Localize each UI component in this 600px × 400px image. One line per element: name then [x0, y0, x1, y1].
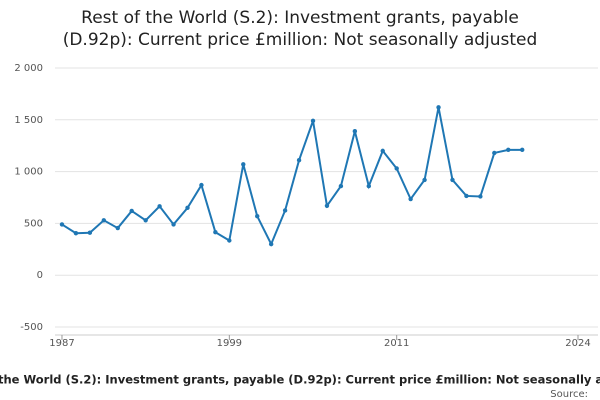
data-point: [199, 182, 204, 188]
caption: Rest of the World (S.2): Investment gran…: [0, 373, 600, 387]
x-tick-label: 2011: [384, 338, 409, 349]
x-tick-label: 2024: [565, 338, 590, 349]
data-point: [506, 147, 511, 153]
data-line: [61, 107, 523, 247]
data-point: [282, 208, 288, 213]
data-point: [87, 230, 93, 235]
data-point: [408, 196, 413, 202]
data-point: [59, 222, 65, 227]
y-tick-label: 1 500: [14, 115, 43, 126]
data-point: [101, 218, 107, 223]
data-point: [310, 118, 316, 124]
data-point: [422, 177, 427, 183]
x-tick-label: 1999: [217, 338, 242, 349]
y-tick-label: -500: [20, 322, 43, 333]
data-point: [450, 177, 455, 183]
data-point: [185, 205, 190, 211]
data-point: [338, 183, 344, 189]
y-tick-label: 1 000: [14, 167, 43, 178]
data-point: [157, 204, 162, 209]
data-point: [73, 231, 79, 236]
data-point: [255, 213, 260, 219]
data-point: [324, 203, 330, 208]
x-tick-label: 1987: [49, 338, 74, 349]
chart-title: Rest of the World (S.2): Investment gran…: [81, 8, 519, 28]
data-point: [268, 241, 274, 247]
data-point: [115, 225, 120, 231]
data-point: [296, 158, 302, 163]
data-point: [464, 193, 469, 199]
y-tick-label: 2 000: [14, 63, 43, 74]
data-point: [171, 222, 176, 227]
data-point: [227, 238, 232, 243]
y-tick-label: 500: [24, 218, 43, 229]
data-point: [352, 128, 358, 134]
data-point: [129, 208, 134, 214]
data-point: [380, 148, 385, 154]
source: Source:: [550, 389, 588, 400]
y-tick-label: 0: [37, 270, 43, 281]
data-point: [143, 218, 148, 223]
data-point: [478, 194, 483, 199]
data-point: [492, 150, 497, 156]
data-point: [394, 166, 399, 171]
chart-title: (D.92p): Current price £million: Not sea…: [63, 30, 538, 50]
data-point: [520, 147, 525, 153]
data-point: [436, 105, 441, 110]
data-point: [213, 230, 218, 235]
data-point: [366, 183, 371, 189]
data-point: [241, 162, 246, 167]
